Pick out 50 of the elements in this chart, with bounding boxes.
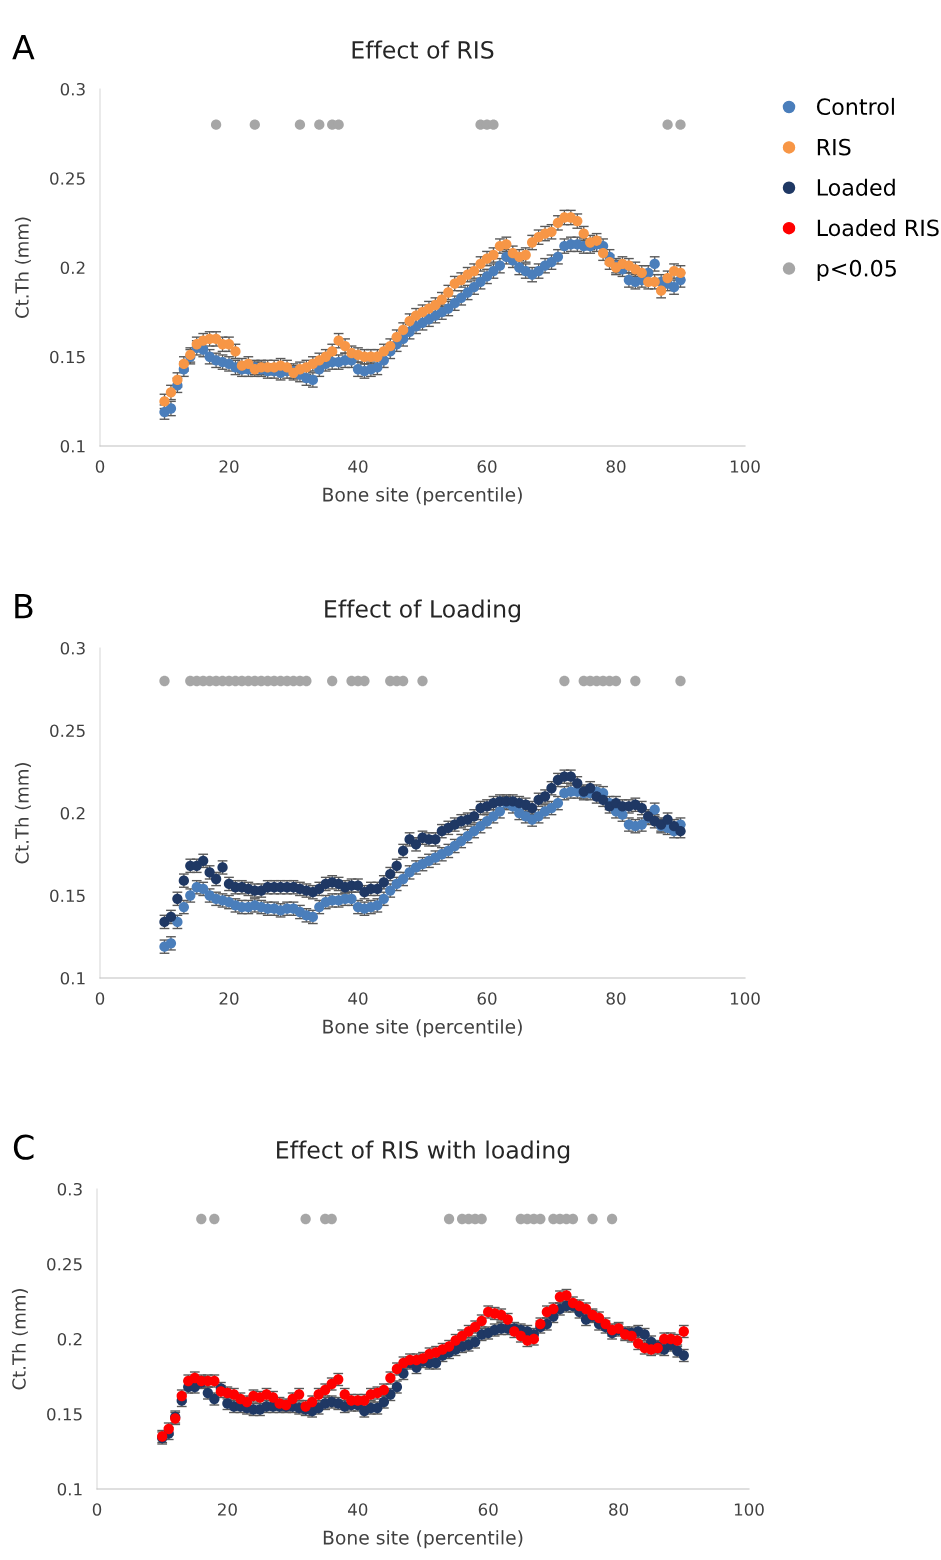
x-tick-label: 0 [95, 460, 105, 473]
y-tick-label: 0.3 [60, 641, 85, 655]
y-tick-label: 0.2 [60, 261, 85, 275]
y-tick-label: 0.15 [50, 889, 85, 903]
x-axis-title: Bone site (percentile) [323, 1019, 522, 1038]
x-tick-label: 20 [218, 1503, 237, 1516]
legend-label: Loaded RIS [817, 219, 939, 237]
y-tick-label: 0.2 [57, 1332, 82, 1346]
legend-label: Control [816, 97, 894, 116]
x-axis-title: Bone site (percentile) [323, 487, 522, 506]
x-tick-label: 60 [478, 1503, 498, 1516]
x-tick-label: 0 [92, 1503, 102, 1516]
x-tick-label: 40 [348, 1503, 368, 1516]
chart-title: Effect of RIS [352, 40, 494, 59]
y-tick-label: 0.3 [57, 1182, 82, 1196]
y-tick-label: 0.1 [60, 439, 85, 453]
y-tick-label: 0.15 [50, 350, 85, 364]
x-tick-label: 100 [730, 460, 760, 473]
y-tick-label: 0.3 [60, 82, 85, 96]
x-tick-label: 60 [477, 992, 497, 1005]
legend-label: p<0.05 [817, 259, 896, 281]
x-axis-title: Bone site (percentile) [323, 1530, 523, 1549]
y-axis-title: Ct.Th (mm) [11, 1289, 28, 1390]
y-axis-title: Ct.Th (mm) [14, 217, 31, 318]
x-tick-label: 80 [606, 992, 626, 1005]
chart-title: Effect of RIS with loading [277, 1140, 570, 1164]
y-axis-title: Ct.Th (mm) [14, 763, 31, 864]
text: C [13, 1134, 34, 1160]
y-tick-label: 0.2 [60, 806, 85, 820]
x-tick-label: 0 [95, 992, 105, 1005]
y-tick-label: 0.25 [50, 724, 85, 738]
y-tick-label: 0.25 [47, 1257, 82, 1271]
text: B [15, 594, 33, 619]
x-tick-label: 60 [477, 460, 497, 473]
chart-title: Effect of Loading [325, 599, 520, 623]
x-tick-label: 80 [606, 460, 626, 473]
legend-label: RIS [817, 138, 851, 156]
x-tick-label: 100 [730, 992, 760, 1005]
y-tick-label: 0.1 [60, 971, 85, 985]
x-tick-label: 100 [734, 1503, 764, 1516]
text: A [12, 35, 35, 60]
x-tick-label: 80 [609, 1503, 629, 1516]
y-tick-label: 0.1 [57, 1482, 82, 1496]
y-tick-label: 0.15 [47, 1407, 82, 1421]
legend-label: Loaded [817, 178, 895, 196]
x-tick-label: 20 [219, 992, 239, 1005]
x-tick-label: 40 [348, 992, 368, 1005]
x-tick-label: 40 [348, 460, 368, 473]
x-tick-label: 20 [219, 460, 239, 473]
y-tick-label: 0.25 [50, 172, 85, 185]
